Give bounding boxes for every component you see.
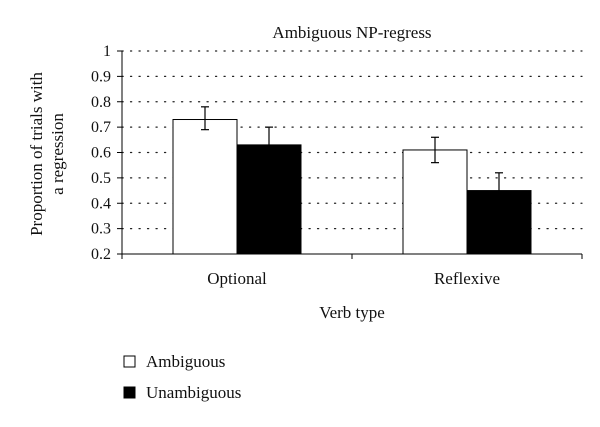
legend-swatch-ambiguous (123, 355, 136, 368)
y-tick-label: 0.7 (91, 119, 111, 136)
bars (172, 119, 532, 255)
y-axis: 0.2 0.3 0.4 0.5 0.6 0.7 0.8 0.9 1 (91, 43, 123, 263)
bar (402, 149, 468, 255)
x-axis-label: Verb type (319, 303, 385, 322)
error-bars (201, 106, 503, 207)
y-axis-label-line-1: Proportion of trials with (27, 72, 46, 236)
y-tick-label: 0.2 (91, 246, 111, 263)
y-tick-label: 0.4 (91, 195, 111, 212)
legend-item-ambiguous: Ambiguous (123, 352, 225, 371)
x-axis: Optional Reflexive (121, 253, 583, 288)
y-tick-label: 1 (103, 43, 111, 60)
y-tick-label: 0.5 (91, 170, 111, 187)
legend-swatch-unambiguous (123, 386, 136, 399)
x-category-label: Reflexive (434, 269, 500, 288)
legend-label-unambiguous: Unambiguous (146, 383, 241, 402)
legend-label-ambiguous: Ambiguous (146, 352, 225, 371)
legend-item-unambiguous: Unambiguous (123, 383, 241, 402)
y-tick-label: 0.3 (91, 221, 111, 238)
y-tick-label: 0.9 (91, 68, 111, 85)
chart-title: Ambiguous NP-regress (272, 23, 431, 42)
y-tick-label: 0.8 (91, 94, 111, 111)
y-tick-label: 0.6 (91, 145, 111, 162)
y-axis-label-line-2: a regression (48, 113, 67, 195)
legend: Ambiguous Unambiguous (123, 352, 241, 402)
x-category-label: Optional (207, 269, 267, 288)
bar (172, 119, 238, 255)
